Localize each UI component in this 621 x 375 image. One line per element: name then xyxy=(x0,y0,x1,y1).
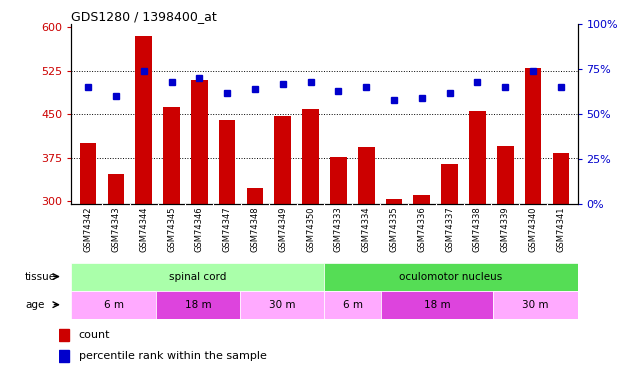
Bar xyxy=(247,188,263,375)
Bar xyxy=(324,291,381,319)
Text: 18 m: 18 m xyxy=(424,300,450,310)
Text: 30 m: 30 m xyxy=(522,300,548,310)
Bar xyxy=(497,146,514,375)
Bar xyxy=(386,199,402,375)
Bar xyxy=(240,291,324,319)
Bar xyxy=(135,36,152,375)
Bar xyxy=(553,153,569,375)
Bar xyxy=(71,291,156,319)
Text: GSM74338: GSM74338 xyxy=(473,206,482,252)
Bar xyxy=(324,262,578,291)
Text: GSM74334: GSM74334 xyxy=(361,206,371,252)
Text: GSM74347: GSM74347 xyxy=(223,206,232,252)
Bar xyxy=(71,262,324,291)
Text: spinal cord: spinal cord xyxy=(170,272,227,282)
Text: GSM74350: GSM74350 xyxy=(306,206,315,252)
Bar xyxy=(59,350,70,362)
Text: 18 m: 18 m xyxy=(184,300,211,310)
Text: age: age xyxy=(25,300,44,310)
Bar xyxy=(163,107,180,375)
Bar xyxy=(414,195,430,375)
Text: GSM74346: GSM74346 xyxy=(195,206,204,252)
Bar xyxy=(469,111,486,375)
Text: GSM74341: GSM74341 xyxy=(556,206,565,252)
Text: GDS1280 / 1398400_at: GDS1280 / 1398400_at xyxy=(71,10,217,23)
Bar xyxy=(59,329,70,341)
Text: GSM74349: GSM74349 xyxy=(278,206,288,252)
Text: GSM74343: GSM74343 xyxy=(111,206,120,252)
Text: 6 m: 6 m xyxy=(104,300,124,310)
Bar xyxy=(302,109,319,375)
Text: GSM74335: GSM74335 xyxy=(389,206,399,252)
Text: count: count xyxy=(79,330,111,340)
Bar xyxy=(219,120,235,375)
Text: percentile rank within the sample: percentile rank within the sample xyxy=(79,351,266,361)
Bar xyxy=(79,143,96,375)
Text: 6 m: 6 m xyxy=(343,300,363,310)
Text: GSM74339: GSM74339 xyxy=(501,206,510,252)
Bar xyxy=(381,291,493,319)
Bar xyxy=(330,158,347,375)
Text: 30 m: 30 m xyxy=(269,300,296,310)
Bar xyxy=(493,291,578,319)
Text: GSM74345: GSM74345 xyxy=(167,206,176,252)
Text: GSM74336: GSM74336 xyxy=(417,206,426,252)
Text: GSM74344: GSM74344 xyxy=(139,206,148,252)
Text: GSM74348: GSM74348 xyxy=(250,206,260,252)
Bar xyxy=(107,174,124,375)
Bar xyxy=(156,291,240,319)
Bar xyxy=(358,147,374,375)
Bar xyxy=(525,68,542,375)
Text: tissue: tissue xyxy=(25,272,56,282)
Bar xyxy=(274,116,291,375)
Text: GSM74333: GSM74333 xyxy=(334,206,343,252)
Bar xyxy=(191,80,207,375)
Text: GSM74340: GSM74340 xyxy=(528,206,538,252)
Text: oculomotor nucleus: oculomotor nucleus xyxy=(399,272,502,282)
Text: GSM74342: GSM74342 xyxy=(84,206,93,252)
Text: GSM74337: GSM74337 xyxy=(445,206,454,252)
Bar xyxy=(442,164,458,375)
